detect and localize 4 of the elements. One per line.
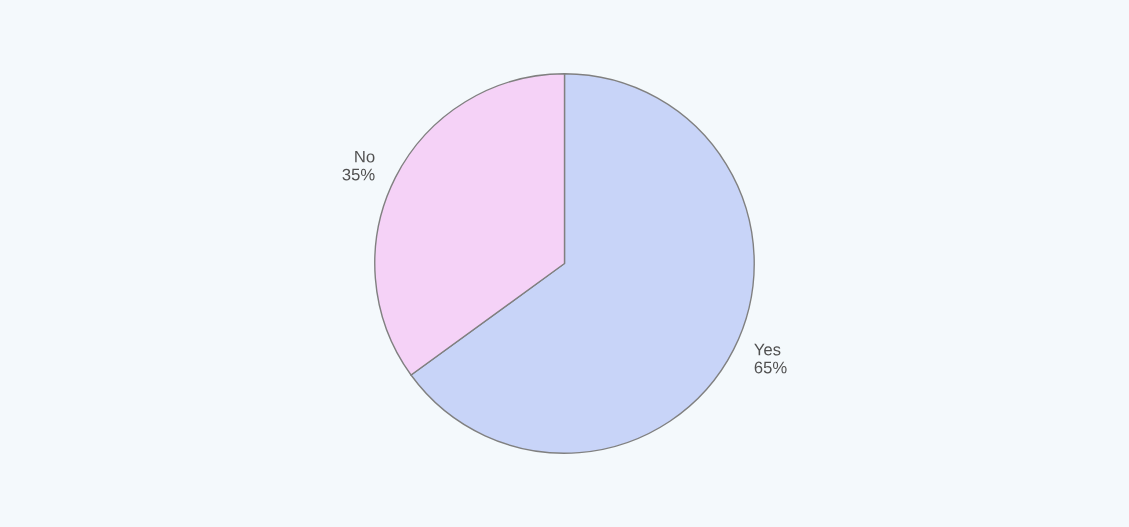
slice-label: Yes [754, 343, 781, 356]
slice-label: No [355, 150, 375, 163]
data-label: 35% [342, 168, 375, 181]
data-label: 65% [754, 361, 787, 374]
